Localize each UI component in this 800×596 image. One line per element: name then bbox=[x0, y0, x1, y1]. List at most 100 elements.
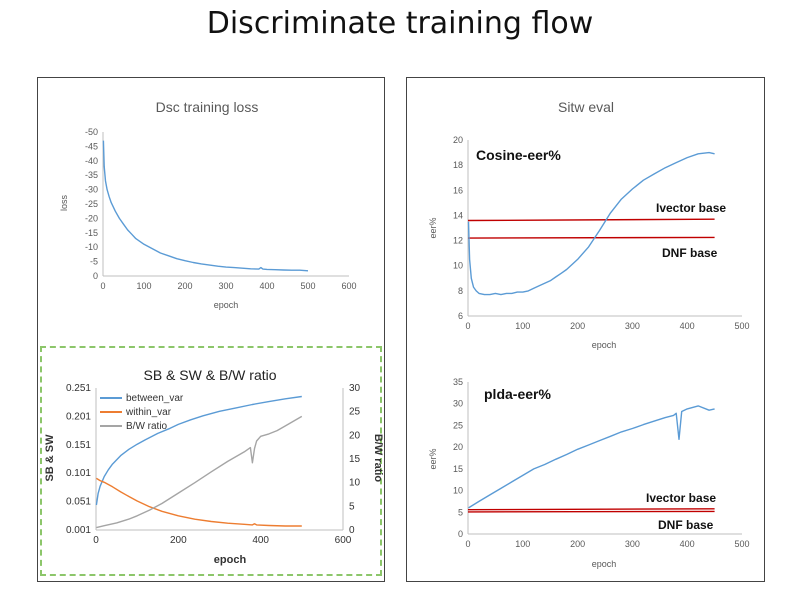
dsc-y-tick-label: -15 bbox=[85, 228, 98, 238]
dsc-y-tick-label: -10 bbox=[85, 242, 98, 252]
plda-series-2-line bbox=[468, 405, 715, 509]
sbsw-y2-tick-label: 25 bbox=[349, 407, 361, 418]
sbsw-xlabel: epoch bbox=[214, 554, 247, 566]
sbsw-x-tick-label: 200 bbox=[170, 535, 187, 546]
dsc-x-tick-label: 600 bbox=[341, 281, 356, 291]
sbsw-series-between-var-line bbox=[95, 395, 302, 506]
sbsw-ylabel: SB & SW bbox=[44, 434, 56, 482]
cosine-series-0-line bbox=[467, 218, 715, 222]
cosine-dnf-base-label: DNF base bbox=[662, 246, 718, 260]
cosine-y-tick-label: 18 bbox=[453, 160, 463, 170]
cosine-y-tick-label: 20 bbox=[453, 135, 463, 145]
plda-x-tick-label: 0 bbox=[465, 539, 470, 549]
sitw-eval-title: Sitw eval bbox=[558, 99, 614, 115]
plda-ylabel: eer% bbox=[428, 448, 438, 469]
sbsw-series-b-w-ratio-line bbox=[96, 415, 303, 529]
plda-y-tick-label: 30 bbox=[453, 399, 463, 409]
dsc-y-tick-label: -50 bbox=[85, 127, 98, 137]
plda-y-tick-label: 5 bbox=[458, 507, 463, 517]
plda-ivector-base-label: Ivector base bbox=[646, 491, 716, 505]
dsc-chart-title: Dsc training loss bbox=[156, 99, 259, 115]
cosine-xlabel: epoch bbox=[592, 340, 617, 350]
cosine-x-tick-label: 500 bbox=[734, 321, 749, 331]
sbsw-x-tick-label: 0 bbox=[93, 535, 99, 546]
sbsw-y2-tick-label: 15 bbox=[349, 454, 361, 465]
sbsw-y2label: B/W ratio bbox=[372, 434, 384, 483]
dsc-ylabel: loss bbox=[59, 195, 69, 212]
plda-xlabel: epoch bbox=[592, 559, 617, 569]
plda-x-tick-label: 300 bbox=[625, 539, 640, 549]
sbsw-legend-entry: B/W ratio bbox=[126, 421, 168, 432]
cosine-y-tick-label: 6 bbox=[458, 311, 463, 321]
cosine-x-tick-label: 100 bbox=[515, 321, 530, 331]
cosine-ivector-base-label: Ivector base bbox=[656, 201, 726, 215]
sb-sw-highlight-box bbox=[40, 346, 382, 576]
sbsw-y2-tick-label: 20 bbox=[349, 430, 361, 441]
sbsw-x-tick-label: 400 bbox=[252, 535, 269, 546]
left-panel bbox=[37, 77, 385, 582]
sbsw-legend-entry: between_var bbox=[126, 393, 184, 404]
cosine-series-label: Cosine-eer% bbox=[476, 147, 561, 163]
plda-x-tick-label: 100 bbox=[515, 539, 530, 549]
plda-x-tick-label: 400 bbox=[680, 539, 695, 549]
sbsw-y2-tick-label: 30 bbox=[349, 383, 361, 394]
sbsw-x-tick-label: 600 bbox=[335, 535, 352, 546]
sbsw-legend-entry: within_var bbox=[125, 407, 172, 418]
sbsw-y-tick-label: 0.201 bbox=[66, 411, 91, 422]
dsc-x-tick-label: 300 bbox=[218, 281, 233, 291]
plda-y-tick-label: 25 bbox=[453, 420, 463, 430]
dsc-xlabel: epoch bbox=[214, 300, 239, 310]
cosine-y-tick-label: 14 bbox=[453, 210, 463, 220]
dsc-series-0-line bbox=[102, 140, 309, 272]
plda-series-0-line bbox=[467, 508, 715, 511]
dsc-x-tick-label: 400 bbox=[259, 281, 274, 291]
page-title: Discriminate training flow bbox=[206, 6, 594, 41]
sitw-cosine-eer-chart: Sitw eval eer% epoch Cosine-eer% Ivector… bbox=[428, 99, 750, 350]
sbsw-y2-tick-label: 10 bbox=[349, 478, 361, 489]
right-panel bbox=[406, 77, 765, 582]
plda-series-1-line bbox=[467, 510, 715, 513]
plda-y-tick-label: 20 bbox=[453, 442, 463, 452]
dsc-training-loss-chart: Dsc training loss loss epoch 0 -5 -10 -15 -2… bbox=[59, 99, 357, 310]
dsc-y-tick-label: -35 bbox=[85, 170, 98, 180]
dsc-x-tick-label: 500 bbox=[300, 281, 315, 291]
cosine-y-tick-label: 16 bbox=[453, 185, 463, 195]
cosine-series-1-line bbox=[467, 236, 715, 239]
sbsw-y-tick-label: 0.051 bbox=[66, 497, 91, 508]
plda-y-tick-label: 0 bbox=[458, 529, 463, 539]
cosine-ylabel: eer% bbox=[428, 217, 438, 238]
sbsw-y-tick-label: 0.151 bbox=[66, 440, 91, 451]
cosine-x-tick-label: 0 bbox=[465, 321, 470, 331]
sitw-plda-eer-chart: eer% epoch plda-eer% Ivector base DNF ba… bbox=[428, 377, 750, 569]
dsc-y-tick-label: -30 bbox=[85, 185, 98, 195]
cosine-x-tick-label: 200 bbox=[570, 321, 585, 331]
dsc-y-tick-label: -45 bbox=[85, 141, 98, 151]
plda-x-tick-label: 500 bbox=[734, 539, 749, 549]
plda-y-tick-label: 10 bbox=[453, 486, 463, 496]
cosine-y-tick-label: 8 bbox=[458, 286, 463, 296]
cosine-x-tick-label: 300 bbox=[625, 321, 640, 331]
dsc-x-tick-label: 200 bbox=[177, 281, 192, 291]
cosine-x-tick-label: 400 bbox=[680, 321, 695, 331]
cosine-series-2-line bbox=[467, 151, 715, 296]
plda-series-label: plda-eer% bbox=[484, 386, 551, 402]
sb-sw-ratio-chart: SB & SW & B/W ratio SB & SW B/W ratio ep… bbox=[44, 367, 384, 566]
plda-y-tick-label: 15 bbox=[453, 464, 463, 474]
cosine-y-tick-label: 10 bbox=[453, 261, 463, 271]
plda-dnf-base-label: DNF base bbox=[658, 518, 714, 532]
sbsw-y-tick-label: 0.001 bbox=[66, 525, 91, 536]
plda-y-tick-label: 35 bbox=[453, 377, 463, 387]
sbsw-series-within-var-line bbox=[96, 477, 302, 527]
sbsw-y2-tick-label: 0 bbox=[349, 525, 355, 536]
dsc-y-tick-label: -5 bbox=[90, 257, 98, 267]
dsc-y-tick-label: -25 bbox=[85, 199, 98, 209]
sbsw-y-tick-label: 0.251 bbox=[66, 383, 91, 394]
dsc-y-tick-label: 0 bbox=[93, 271, 98, 281]
sbsw-y-tick-label: 0.101 bbox=[66, 468, 91, 479]
dsc-x-tick-label: 100 bbox=[136, 281, 151, 291]
dsc-x-tick-label: 0 bbox=[100, 281, 105, 291]
sbsw-y2-tick-label: 5 bbox=[349, 501, 355, 512]
cosine-y-tick-label: 12 bbox=[453, 236, 463, 246]
sbsw-chart-title: SB & SW & B/W ratio bbox=[143, 367, 276, 383]
plda-x-tick-label: 200 bbox=[570, 539, 585, 549]
